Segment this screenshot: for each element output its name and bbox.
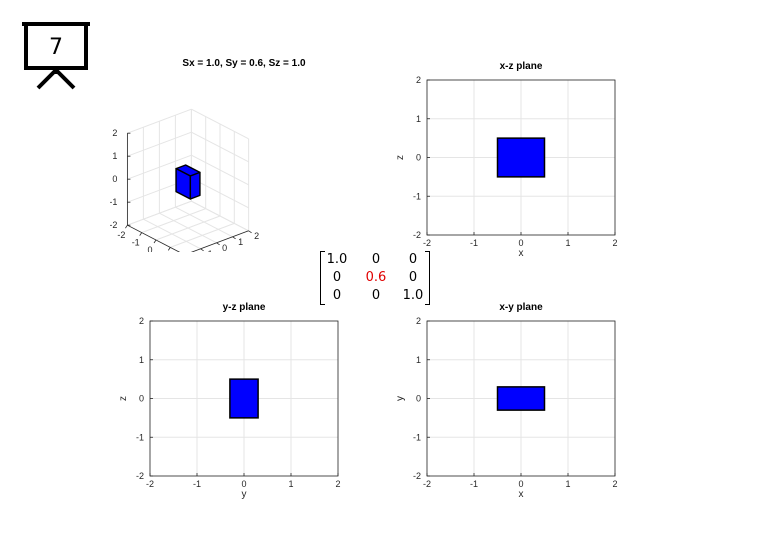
chart-title: y-z plane <box>223 302 266 313</box>
y-tick-label: -2 <box>413 471 421 481</box>
x-tick-label: 1 <box>288 479 293 489</box>
x-tick <box>139 232 143 236</box>
matrix-row: 0 0 1.0 <box>326 288 428 304</box>
scaled-rectangle <box>229 378 259 419</box>
y-axis-label: y <box>395 396 406 401</box>
z-tick-label: 0 <box>112 174 117 184</box>
y-axis-label: z <box>118 396 129 401</box>
matrix-cell: 1.0 <box>402 288 424 303</box>
chart-3d-scaled-box: -2-2-2-1-1-1000111222Sx = 1.0, Sy = 0.6,… <box>110 58 306 252</box>
y-tick-label: 1 <box>238 237 243 247</box>
y-tick-label: 1 <box>416 114 421 124</box>
x-tick <box>167 247 171 251</box>
y-tick-label: -1 <box>205 249 213 252</box>
x-tick-label: 0 <box>147 245 152 252</box>
y-tick-label: 2 <box>254 231 259 241</box>
x-tick-label: -1 <box>470 479 478 489</box>
x-tick-label: -2 <box>423 238 431 248</box>
matrix-row: 1.0 0 0 <box>326 252 428 268</box>
x-tick-label: 2 <box>612 479 617 489</box>
x-tick-label: -2 <box>423 479 431 489</box>
y-tick-label: -1 <box>413 191 421 201</box>
x-tick-label: 1 <box>565 479 570 489</box>
chart-xy-plane: -2-2 -1 -1 0 0 1 1 2 2 x-y plane x y <box>395 302 618 500</box>
box-side-face <box>189 171 201 200</box>
x-tick-label: 1 <box>565 238 570 248</box>
x-tick-label: -1 <box>470 238 478 248</box>
y-tick-label: -1 <box>413 432 421 442</box>
chart-title: x-z plane <box>500 61 543 72</box>
x-axis-label: x <box>519 248 524 259</box>
matrix-cell: 1.0 <box>326 252 348 267</box>
z-tick-label: -2 <box>110 220 117 230</box>
grid-line-wall <box>127 131 192 157</box>
matrix-cell: 0 <box>371 288 381 303</box>
matrix-cell-highlight: 0.6 <box>365 270 387 285</box>
x-tick-label: -1 <box>193 479 201 489</box>
grid-line-wall <box>127 108 192 134</box>
matrix-cell: 0 <box>371 252 381 267</box>
matrix-cell: 0 <box>332 288 342 303</box>
presentation-board-icon: 7 <box>20 20 92 90</box>
grid-line-wall <box>191 131 249 163</box>
x-tick-label: 2 <box>612 238 617 248</box>
y-tick-label: -2 <box>136 471 144 481</box>
matrix-left-bracket <box>320 251 325 305</box>
x-tick-label: 0 <box>241 479 246 489</box>
y-tick <box>216 242 220 246</box>
grid-line-floor <box>175 206 233 238</box>
y-tick-label: 2 <box>416 316 421 326</box>
matrix-row: 0 0.6 0 <box>326 270 428 286</box>
x-axis-label: y <box>242 489 247 500</box>
y-tick <box>232 236 236 240</box>
y-tick-label: 2 <box>139 316 144 326</box>
x-tick-label: 0 <box>518 479 523 489</box>
chart-xz-plane: -2-2 -1 -1 0 0 1 1 2 2 x-z plane x z <box>395 61 618 259</box>
y-tick-label: 0 <box>222 243 227 252</box>
matrix-right-bracket <box>425 251 430 305</box>
z-tick-label: -1 <box>110 197 117 207</box>
scaled-rectangle <box>496 386 546 411</box>
y-tick <box>248 230 252 234</box>
y-tick-label: -1 <box>136 432 144 442</box>
grid-line-wall <box>191 108 249 140</box>
z-tick-label: 1 <box>112 151 117 161</box>
y-axis-label: z <box>395 155 406 160</box>
y-tick-label: 0 <box>139 394 144 404</box>
x-tick-label: 2 <box>335 479 340 489</box>
chart-title: x-y plane <box>499 302 543 313</box>
y-tick-label: 1 <box>139 355 144 365</box>
grid-line-floor <box>159 212 217 244</box>
matrix-cell: 0 <box>408 270 418 285</box>
grid-line-wall <box>191 154 249 186</box>
x-tick-label: -1 <box>132 238 140 248</box>
y-tick <box>200 248 204 252</box>
slide-number: 7 <box>49 35 63 60</box>
grid-line-wall <box>127 154 192 180</box>
scaled-rectangle <box>496 137 546 178</box>
y-tick-label: 0 <box>416 153 421 163</box>
chart-yz-plane: -2-2 -1 -1 0 0 1 1 2 2 y-z plane y z <box>118 302 341 500</box>
scaling-matrix: 1.0 0 0 0 0.6 0 0 0 1.0 <box>320 251 430 305</box>
grid-line-floor <box>170 222 235 248</box>
chart-title: Sx = 1.0, Sy = 0.6, Sz = 1.0 <box>182 58 306 69</box>
x-tick <box>125 224 128 229</box>
y-tick-label: 0 <box>416 394 421 404</box>
z-tick-label: 2 <box>112 128 117 138</box>
plot-frame <box>149 320 339 477</box>
y-tick-label: 1 <box>416 355 421 365</box>
x-tick-label: 0 <box>518 238 523 248</box>
x-axis-label: x <box>519 489 524 500</box>
x-tick-label: -2 <box>146 479 154 489</box>
matrix-cell: 0 <box>408 252 418 267</box>
x-tick <box>153 239 157 244</box>
y-tick-label: 2 <box>416 75 421 85</box>
x-tick-label: -2 <box>117 230 125 240</box>
y-tick-label: -2 <box>413 230 421 240</box>
matrix-cell: 0 <box>332 270 342 285</box>
plot-frame <box>426 320 616 477</box>
plot-frame <box>426 79 616 236</box>
